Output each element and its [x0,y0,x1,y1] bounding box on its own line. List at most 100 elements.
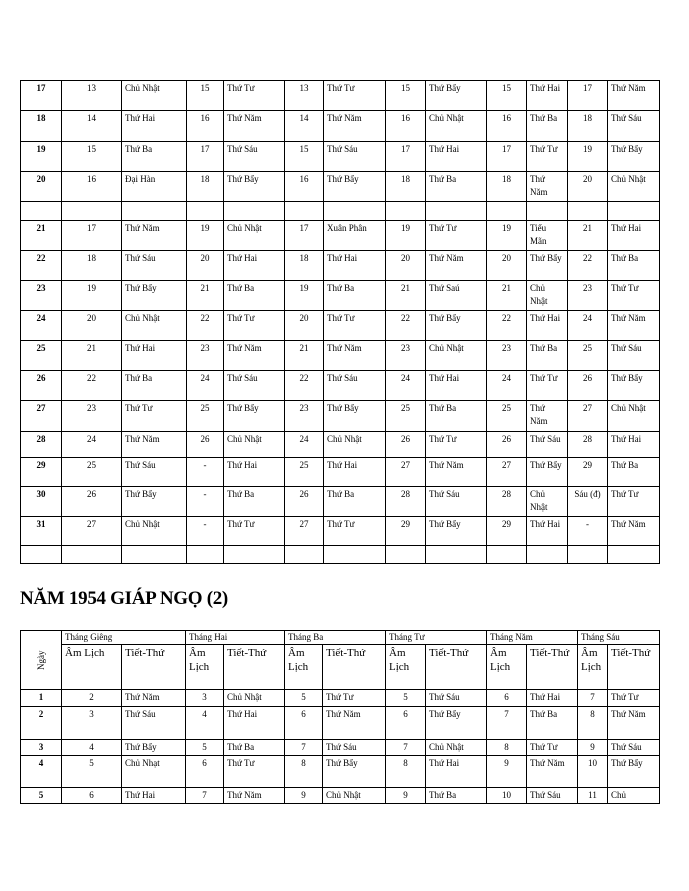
table-row: 25 21 Thứ Hai 23 Thứ Năm 21 Thứ Năm 23 Chủ Nhật 2… [20,340,660,371]
weekday-cell: Thứ Sáu [121,457,187,487]
lunar-day-cell: 16 [284,171,324,202]
lunar-day-cell: 19 [186,220,224,251]
weekday-cell [323,545,386,564]
weekday-cell [607,201,660,221]
lunar-day-cell: 21 [61,340,122,371]
weekday-cell: Thứ Năm [322,706,386,740]
weekday-cell: Thứ Sáu [223,370,285,401]
weekday-cell: Chủ Nhật [425,340,487,371]
day-cell: 18 [20,110,62,142]
weekday-cell: Thứ Hai [425,141,487,172]
weekday-cell: Chủ Nhật [223,431,285,458]
weekday-cell: Thứ Sáu [526,787,578,804]
lunar-day-cell: 7 [284,739,323,756]
lunar-day-cell: - [567,516,608,546]
weekday-cell: Chủ Nhật [121,516,187,546]
weekday-cell: Thứ Bẩy [121,486,187,517]
lunar-day-cell [567,201,608,221]
weekday-cell: Thứ Hai [323,457,386,487]
lunar-day-cell: 9 [284,787,323,804]
table-row: 22 18 Thứ Sáu 20 Thứ Hai 18 Thứ Hai 20 Thứ Năm 20… [20,250,660,281]
table-row: 5 6 Thứ Hai 7 Thứ Năm 9 Chủ Nhật 9 Thứ Ba 10 Thứ S… [20,787,660,804]
weekday-cell: Thứ Ba [121,141,187,172]
lunar-day-cell: 9 [385,787,426,804]
weekday-cell: Thứ Ba [526,110,568,142]
weekday-cell: Thứ Hai [526,80,568,111]
day-header: Ngày [20,630,62,690]
weekday-cell: Thứ Tư [323,310,386,341]
lunar-day-cell: 20 [385,250,426,281]
lunar-day-cell: 16 [61,171,122,202]
lunar-day-cell: 24 [385,370,426,401]
weekday-cell: Thứ Hai [607,220,660,251]
lunar-day-cell: 18 [567,110,608,142]
weekday-cell [425,545,487,564]
lunar-day-cell: 19 [567,141,608,172]
lunar-day-cell: 2 [61,689,122,707]
lunar-day-cell: 17 [186,141,224,172]
weekday-cell: Chủ Nhật [121,80,187,111]
weekday-cell: Thứ Sáu [607,340,660,371]
lunar-day-cell [61,201,122,221]
weekday-cell: Thứ Tư [607,280,660,311]
weekday-cell: Chủ Nhật [223,220,285,251]
lunar-day-cell: 18 [186,171,224,202]
month-header: Tháng Năm [486,630,578,645]
weekday-header: Tiết-Thứ [425,644,487,690]
weekday-cell: Thứ Sáu [607,739,660,756]
table-row: 29 25 Thứ Sáu - Thứ Hai 25 Thứ Hai 27 Thứ Năm 27 T… [20,457,660,487]
day-cell: 27 [20,400,62,432]
lunar-day-cell: 13 [61,80,122,111]
lunar-day-cell: 21 [486,280,527,311]
lunar-day-cell: 20 [567,171,608,202]
lunar-day-cell: 24 [486,370,527,401]
weekday-cell: Thứ Ba [607,250,660,281]
lunar-day-cell: 8 [486,739,527,756]
lunar-day-cell: 24 [284,431,324,458]
weekday-cell [121,201,187,221]
weekday-header: Tiết-Thứ [607,644,660,690]
weekday-cell: Thứ Tư [323,80,386,111]
lunar-day-cell: 23 [284,400,324,432]
weekday-cell [223,545,285,564]
weekday-cell [323,201,386,221]
weekday-cell: Thứ Hai [121,340,187,371]
lunar-day-cell: 24 [61,431,122,458]
weekday-cell: Thứ Năm [223,110,285,142]
lunar-day-cell: 25 [186,400,224,432]
day-cell: 21 [20,220,62,251]
weekday-cell: Chủ Nhật [526,280,568,311]
weekday-cell: Thứ Năm [121,220,187,251]
weekday-cell: Thứ Tư [223,310,285,341]
lunar-day-cell: - [186,457,224,487]
weekday-cell: Thứ Hai [425,370,487,401]
lunar-day-cell: 8 [385,755,426,788]
weekday-header: Tiết-Thứ [223,644,285,690]
weekday-header: Tiết-Thứ [121,644,186,690]
lunar-day-cell: 28 [385,486,426,517]
table-row [20,201,660,221]
weekday-cell: Thứ Bẩy [526,250,568,281]
weekday-cell: Thứ Hai [526,310,568,341]
weekday-cell [425,201,487,221]
weekday-cell: Thứ Bẩy [223,171,285,202]
weekday-cell: Thứ Năm [323,110,386,142]
lunar-day-cell: 26 [61,486,122,517]
weekday-cell: Thứ Bẩy [322,755,386,788]
lunar-day-cell: 21 [567,220,608,251]
weekday-cell: Thứ Tư [526,141,568,172]
lunar-day-cell: 8 [577,706,608,740]
weekday-cell: Thứ Năm [607,516,660,546]
weekday-cell: Thứ Năm [526,755,578,788]
lunar-day-cell: 22 [567,250,608,281]
lunar-day-cell [186,201,224,221]
weekday-cell: Thứ Năm [223,340,285,371]
lunar-day-cell [284,545,324,564]
day-cell: 20 [20,171,62,202]
weekday-cell: Thứ Tư [322,689,386,707]
lunar-day-cell: 16 [385,110,426,142]
weekday-cell: Chủ Nhật [121,310,187,341]
weekday-cell [526,545,568,564]
weekday-cell: Chủ Nhật [607,171,660,202]
day-cell: 31 [20,516,62,546]
